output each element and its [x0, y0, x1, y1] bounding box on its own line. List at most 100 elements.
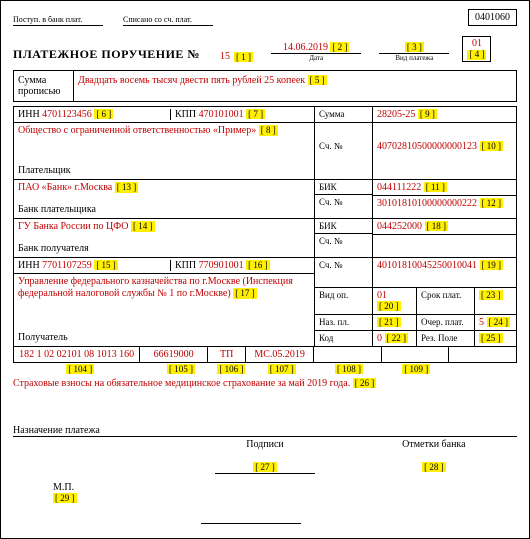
marker-15: [ 15 ]: [94, 260, 118, 270]
marker-19: [ 19 ]: [480, 260, 504, 270]
marker-13: [ 13 ]: [115, 182, 139, 193]
marker-8: [ 8 ]: [259, 125, 278, 136]
marker-16: [ 16 ]: [246, 260, 270, 270]
signatures-label: Подписи: [182, 439, 348, 450]
sum-label: Сумма прописью: [14, 71, 74, 101]
sum-words: Двадцать восемь тысяч двести пять рублей…: [78, 75, 305, 86]
marker-21: [ 21 ]: [377, 317, 401, 327]
date-caption: Дата: [271, 54, 361, 62]
recv-acct-label: Сч. №: [314, 258, 372, 274]
marker-26: [ 26 ]: [353, 378, 377, 388]
status-value: 01: [467, 38, 486, 49]
title-row: ПЛАТЕЖНОЕ ПОРУЧЕНИЕ № 15 [ 1 ] 14.06.201…: [13, 36, 517, 62]
marker-27: [ 27 ]: [253, 462, 277, 472]
payer-bank-acct-label: Сч. №: [315, 195, 372, 219]
nazpl-label: Наз. пл.: [314, 315, 372, 331]
marker-11: [ 11 ]: [424, 182, 447, 192]
payer-bank-acct: 30101810100000000222: [377, 198, 477, 209]
ocher-label: Очер. плат.: [416, 315, 474, 331]
footer-row: Подписи Отметки банка: [13, 439, 517, 450]
purpose-text: Страховые взносы на обязательное медицин…: [13, 378, 350, 389]
payer-inn-label: ИНН: [18, 109, 40, 120]
vid-caption: Вид платежа: [379, 54, 449, 62]
marker-24: [ 24 ]: [487, 317, 511, 327]
doc-date: 14.06.2019: [283, 42, 328, 53]
recv-bank-acct: [373, 235, 516, 258]
marker-29: [ 29 ]: [53, 493, 77, 503]
doc-title: ПЛАТЕЖНОЕ ПОРУЧЕНИЕ №: [13, 47, 200, 62]
sum-lbl: Сумма: [314, 107, 372, 123]
document-page: Поступ. в банк плат. Списано со сч. плат…: [0, 0, 530, 539]
recv-bank-bik: 044252000: [377, 221, 422, 232]
rez-label: Рез. Поле: [416, 331, 474, 347]
payer-inn: 4701123456: [42, 109, 92, 120]
recv-inn-label: ИНН: [18, 260, 40, 271]
tax-basis: ТП: [220, 349, 233, 360]
vidop: 01: [377, 290, 387, 301]
tax-row: 182 1 02 02101 08 1013 160 66619000 ТП М…: [13, 347, 517, 363]
marker-28: [ 28 ]: [422, 462, 446, 472]
marker-25: [ 25 ]: [479, 333, 503, 343]
kod-label: Код: [314, 331, 372, 347]
marker-5: [ 5 ]: [308, 75, 327, 85]
recv-bank-acct-label: Сч. №: [315, 234, 372, 258]
main-grid: ИНН 4701123456 [ 6 ] КПП 470101001 [ 7 ]…: [13, 106, 517, 347]
marker-7: [ 7 ]: [246, 109, 265, 119]
srok-label: Срок плат.: [416, 288, 474, 315]
recv-label: Получатель: [18, 332, 310, 344]
payer-kpp: 470101001: [199, 109, 244, 120]
tax-oktmo: 66619000: [154, 349, 194, 360]
marker-22: [ 22 ]: [385, 333, 409, 343]
marker-107: [ 107 ]: [268, 364, 296, 374]
payer-label: Плательщик: [18, 165, 310, 177]
tax-kbk: 182 1 02 02101 08 1013 160: [19, 349, 134, 360]
payer-bank-bik: 044111222: [377, 182, 421, 193]
recv-bank-bik-label: БИК: [315, 219, 372, 234]
payer-bank-bik-label: БИК: [315, 180, 372, 195]
marker-2: [ 2 ]: [330, 42, 349, 52]
marker-9: [ 9 ]: [418, 109, 437, 119]
recv-bank-name: ГУ Банка России по ЦФО: [18, 221, 129, 232]
marker-4: [ 4 ]: [467, 50, 486, 60]
spisano-label: Списано со сч. плат.: [123, 15, 213, 26]
header-row: Поступ. в банк плат. Списано со сч. плат…: [13, 9, 517, 26]
marker-6: [ 6 ]: [94, 109, 113, 119]
tax-markers: [ 104 ] [ 105 ] [ 106 ] [ 107 ] [ 108 ] …: [13, 363, 517, 376]
marker-104: [ 104 ]: [66, 364, 94, 374]
marker-12: [ 12 ]: [480, 198, 504, 208]
status-box: 01 [ 4 ]: [462, 36, 491, 62]
payer-bank-name: ПАО «Банк» г.Москва: [18, 182, 112, 193]
marker-14: [ 14 ]: [131, 221, 155, 232]
postup-label: Поступ. в банк плат.: [13, 15, 103, 26]
recv-inn: 7701107259: [42, 260, 92, 271]
payer-bank-label: Банк плательщика: [18, 204, 310, 216]
marker-1: [ 1 ]: [234, 52, 253, 62]
vidop-label: Вид оп.: [314, 288, 372, 315]
payer-name: Общество с ограниченной ответственностью…: [18, 125, 256, 136]
form-code: 0401060: [468, 9, 517, 26]
marker-20: [ 20 ]: [377, 301, 401, 311]
kod: 0: [377, 333, 382, 344]
ocher: 5: [479, 317, 484, 328]
tax-period: МС.05.2019: [254, 349, 305, 360]
recv-acct: 40101810045250010041: [377, 260, 477, 271]
recv-kpp-label: КПП: [175, 260, 196, 271]
mp-label: М.П.: [53, 482, 517, 493]
marker-108: [ 108 ]: [335, 364, 363, 374]
sum-row: Сумма прописью Двадцать восемь тысяч две…: [13, 70, 517, 102]
purpose-label: Назначение платежа: [13, 425, 517, 437]
doc-number: 15: [220, 51, 230, 62]
marker-106: [ 106 ]: [217, 364, 245, 374]
bank-marks-label: Отметки банка: [351, 439, 517, 450]
marker-3: [ 3 ]: [405, 42, 424, 52]
payer-acct: 40702810500000000123: [377, 141, 477, 152]
purpose-row: Страховые взносы на обязательное медицин…: [13, 378, 517, 389]
marker-109: [ 109 ]: [402, 364, 430, 374]
sum-value: 28205-25: [377, 109, 415, 120]
recv-bank-label: Банк получателя: [18, 243, 310, 255]
payer-kpp-label: КПП: [175, 109, 196, 120]
payer-acct-label: Сч. №: [314, 123, 372, 180]
marker-10: [ 10 ]: [480, 141, 504, 151]
marker-17: [ 17 ]: [233, 288, 257, 299]
marker-105: [ 105 ]: [167, 364, 195, 374]
